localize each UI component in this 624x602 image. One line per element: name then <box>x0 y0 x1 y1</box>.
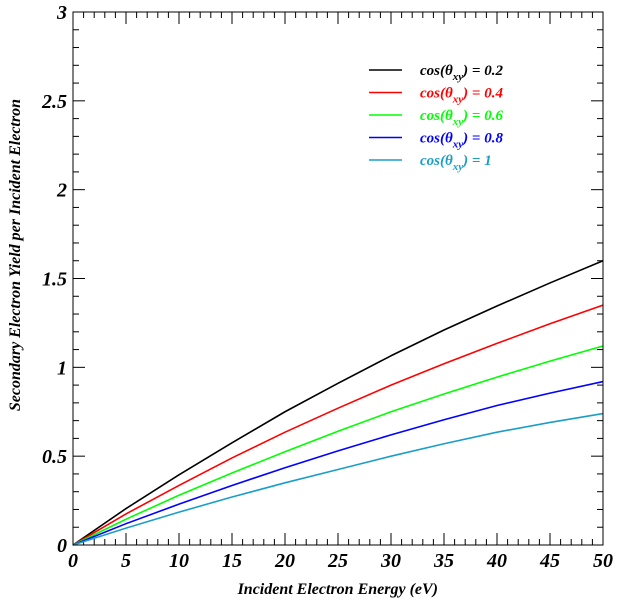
y-tick-labels: 0 0.5 1 1.5 2 2.5 3 <box>41 2 67 557</box>
legend-label: cos(θxy) = 0.8 <box>420 131 503 151</box>
legend-label: cos(θxy) = 0.2 <box>420 63 503 83</box>
x-tick-label: 10 <box>169 550 189 572</box>
x-tick-label: 15 <box>222 550 242 572</box>
series-line <box>72 380 604 546</box>
series-line <box>72 259 604 546</box>
x-tick-label: 0 <box>68 550 78 572</box>
legend-label: cos(θxy) = 1 <box>420 153 492 173</box>
series-lines <box>72 259 604 546</box>
x-tick-label: 5 <box>121 550 131 572</box>
x-tick-label: 30 <box>380 550 401 572</box>
y-tick-label: 2 <box>56 180 67 202</box>
x-tick-label: 25 <box>327 550 348 572</box>
axis-ticks <box>72 11 604 546</box>
y-axis-title: Secondary Electron Yield per Incident El… <box>7 99 24 411</box>
y-tick-label: 2.5 <box>41 91 67 113</box>
x-tick-label: 45 <box>539 550 560 572</box>
plot-frame <box>72 11 604 546</box>
series-line <box>72 412 604 546</box>
y-tick-label: 0 <box>57 535 67 557</box>
series-line <box>72 304 604 546</box>
x-tick-label: 50 <box>593 550 613 572</box>
x-tick-label: 40 <box>486 550 507 572</box>
y-tick-label: 1 <box>57 357 67 379</box>
x-tick-label: 35 <box>433 550 454 572</box>
x-tick-labels: 0 5 10 15 20 25 30 35 40 45 50 <box>68 550 613 572</box>
legend-label: cos(θxy) = 0.6 <box>420 108 503 128</box>
x-axis-title: Incident Electron Energy (eV) <box>237 581 438 598</box>
x-tick-label: 20 <box>274 550 295 572</box>
y-tick-label: 1.5 <box>42 269 67 291</box>
series-line <box>72 345 604 546</box>
y-tick-label: 0.5 <box>42 446 67 468</box>
legend-label: cos(θxy) = 0.4 <box>420 86 503 106</box>
y-tick-label: 3 <box>56 2 67 24</box>
